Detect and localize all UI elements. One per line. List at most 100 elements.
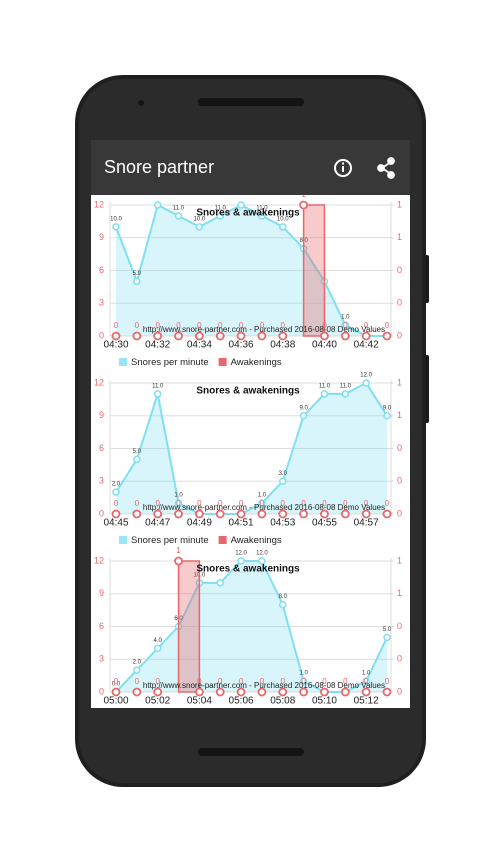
legend-swatch [218, 536, 227, 544]
value-label: 0 [364, 677, 369, 686]
y-tick-label: 6 [99, 265, 104, 275]
value-label: 0 [176, 499, 181, 508]
x-tick-label: 04:32 [145, 340, 170, 351]
chart-title: Snores & awakenings [196, 564, 300, 575]
legend-swatch [218, 358, 227, 366]
legend-label: Snores per minute [131, 535, 209, 546]
y2-tick-label: 1 [397, 588, 402, 598]
value-label: 12.0 [256, 551, 268, 557]
y2-tick-label: 0 [397, 508, 402, 518]
point [299, 687, 309, 697]
value-label: 1 [301, 190, 306, 199]
y-tick-label: 9 [99, 588, 104, 598]
value-label: 5.0 [383, 627, 392, 633]
value-label: 0 [322, 677, 327, 686]
share-button[interactable] [377, 157, 395, 179]
point [215, 509, 225, 519]
x-tick-label: 05:12 [354, 696, 379, 707]
y-tick-label: 9 [99, 232, 104, 242]
y-tick-label: 9 [99, 410, 104, 420]
point [279, 600, 287, 609]
x-tick-label: 04:45 [103, 518, 128, 529]
value-label: 0 [281, 499, 286, 508]
y-tick-label: 3 [99, 476, 104, 486]
value-label: 1.0 [341, 315, 350, 321]
value-label: 0 [114, 321, 119, 330]
app-bar [91, 140, 410, 195]
point [361, 331, 371, 341]
value-label: 8.0 [279, 594, 288, 600]
value-label: 0 [385, 499, 390, 508]
point [362, 379, 370, 387]
x-tick-label: 05:08 [270, 696, 295, 707]
value-label: 0 [301, 499, 306, 508]
value-label: 12.0 [360, 373, 372, 379]
value-label: 0 [197, 499, 202, 508]
value-label: 0.0 [112, 682, 121, 688]
point [320, 687, 329, 697]
point [174, 556, 183, 566]
value-label: 2.0 [112, 482, 121, 488]
point [194, 331, 204, 341]
point [194, 509, 204, 519]
point [382, 509, 392, 519]
point [153, 644, 162, 653]
point [216, 212, 224, 220]
point [340, 509, 350, 519]
area-fill [116, 205, 387, 336]
value-label: 0 [343, 321, 348, 330]
point [299, 509, 309, 519]
point [383, 412, 391, 420]
x-tick-label: 04:40 [312, 340, 337, 351]
value-label: 0 [281, 321, 286, 330]
y2-tick-label: 0 [397, 265, 402, 275]
value-label: 0 [197, 321, 202, 330]
point [361, 509, 371, 519]
point [320, 509, 329, 519]
point [194, 687, 204, 697]
point [174, 509, 183, 519]
point [258, 557, 266, 565]
value-label: 2.0 [133, 660, 142, 666]
value-label: 0 [155, 321, 160, 330]
value-label: 0 [343, 499, 348, 508]
legend-label: Awakenings [231, 357, 282, 368]
bar [177, 560, 201, 693]
x-tick-label: 04:36 [229, 340, 254, 351]
point [174, 212, 183, 220]
y-tick-label: 0 [99, 330, 104, 340]
value-label: 0 [218, 321, 223, 330]
legend-swatch [119, 536, 127, 544]
value-label: 11.0 [173, 205, 185, 211]
y2-tick-label: 0 [397, 298, 402, 308]
point [258, 212, 266, 220]
x-tick-label: 04:49 [187, 518, 212, 529]
chart-title: Snores & awakenings [196, 386, 300, 397]
point [111, 509, 121, 519]
point [216, 579, 224, 587]
value-label: 0 [343, 677, 348, 686]
y2-tick-label: 1 [397, 377, 402, 387]
watermark: http://www.snore-partner.com - Purchased… [143, 681, 385, 690]
point [236, 687, 246, 697]
y2-tick-label: 0 [397, 443, 402, 453]
y-tick-label: 3 [99, 298, 104, 308]
point [278, 509, 288, 519]
watermark: http://www.snore-partner.com - Purchased… [143, 325, 385, 334]
screen [91, 140, 410, 708]
point [111, 687, 121, 697]
point [174, 499, 183, 507]
y-tick-label: 0 [99, 508, 104, 518]
point [320, 331, 329, 341]
bar [302, 204, 326, 337]
value-label: 0 [385, 321, 390, 330]
value-label: 10.0 [277, 216, 289, 222]
value-label: 0 [114, 677, 119, 686]
value-label: 0 [135, 677, 140, 686]
point [153, 390, 162, 398]
info-button[interactable] [334, 159, 352, 177]
y2-tick-label: 0 [397, 476, 402, 486]
x-tick-label: 04:42 [354, 340, 379, 351]
